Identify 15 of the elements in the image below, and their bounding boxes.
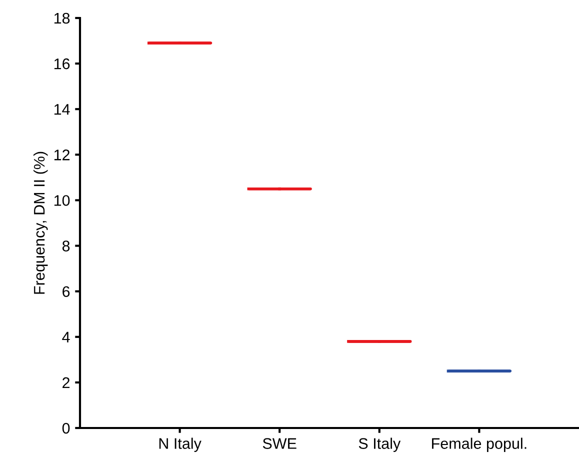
y-tick-label: 4 bbox=[62, 332, 70, 342]
x-tick-label: N Italy bbox=[159, 438, 202, 452]
x-tick-label: Female popul. bbox=[432, 438, 526, 452]
x-tick-label: S Italy bbox=[358, 438, 401, 452]
y-tick-label: 6 bbox=[62, 286, 70, 298]
y-tick-label: 10 bbox=[54, 195, 70, 206]
y-tick-label: 14 bbox=[54, 104, 70, 115]
y-tick-label: 0 bbox=[62, 422, 70, 434]
y-tick-label: 16 bbox=[54, 58, 70, 70]
y-tick-label: 18 bbox=[54, 12, 70, 24]
y-axis-title: Frequency, DM II (%) bbox=[33, 152, 48, 294]
x-tick-label: SWE bbox=[262, 438, 296, 449]
y-tick-label: 12 bbox=[54, 150, 70, 160]
y-tick-label: 2 bbox=[62, 377, 70, 388]
y-tick-label: 8 bbox=[62, 240, 70, 252]
